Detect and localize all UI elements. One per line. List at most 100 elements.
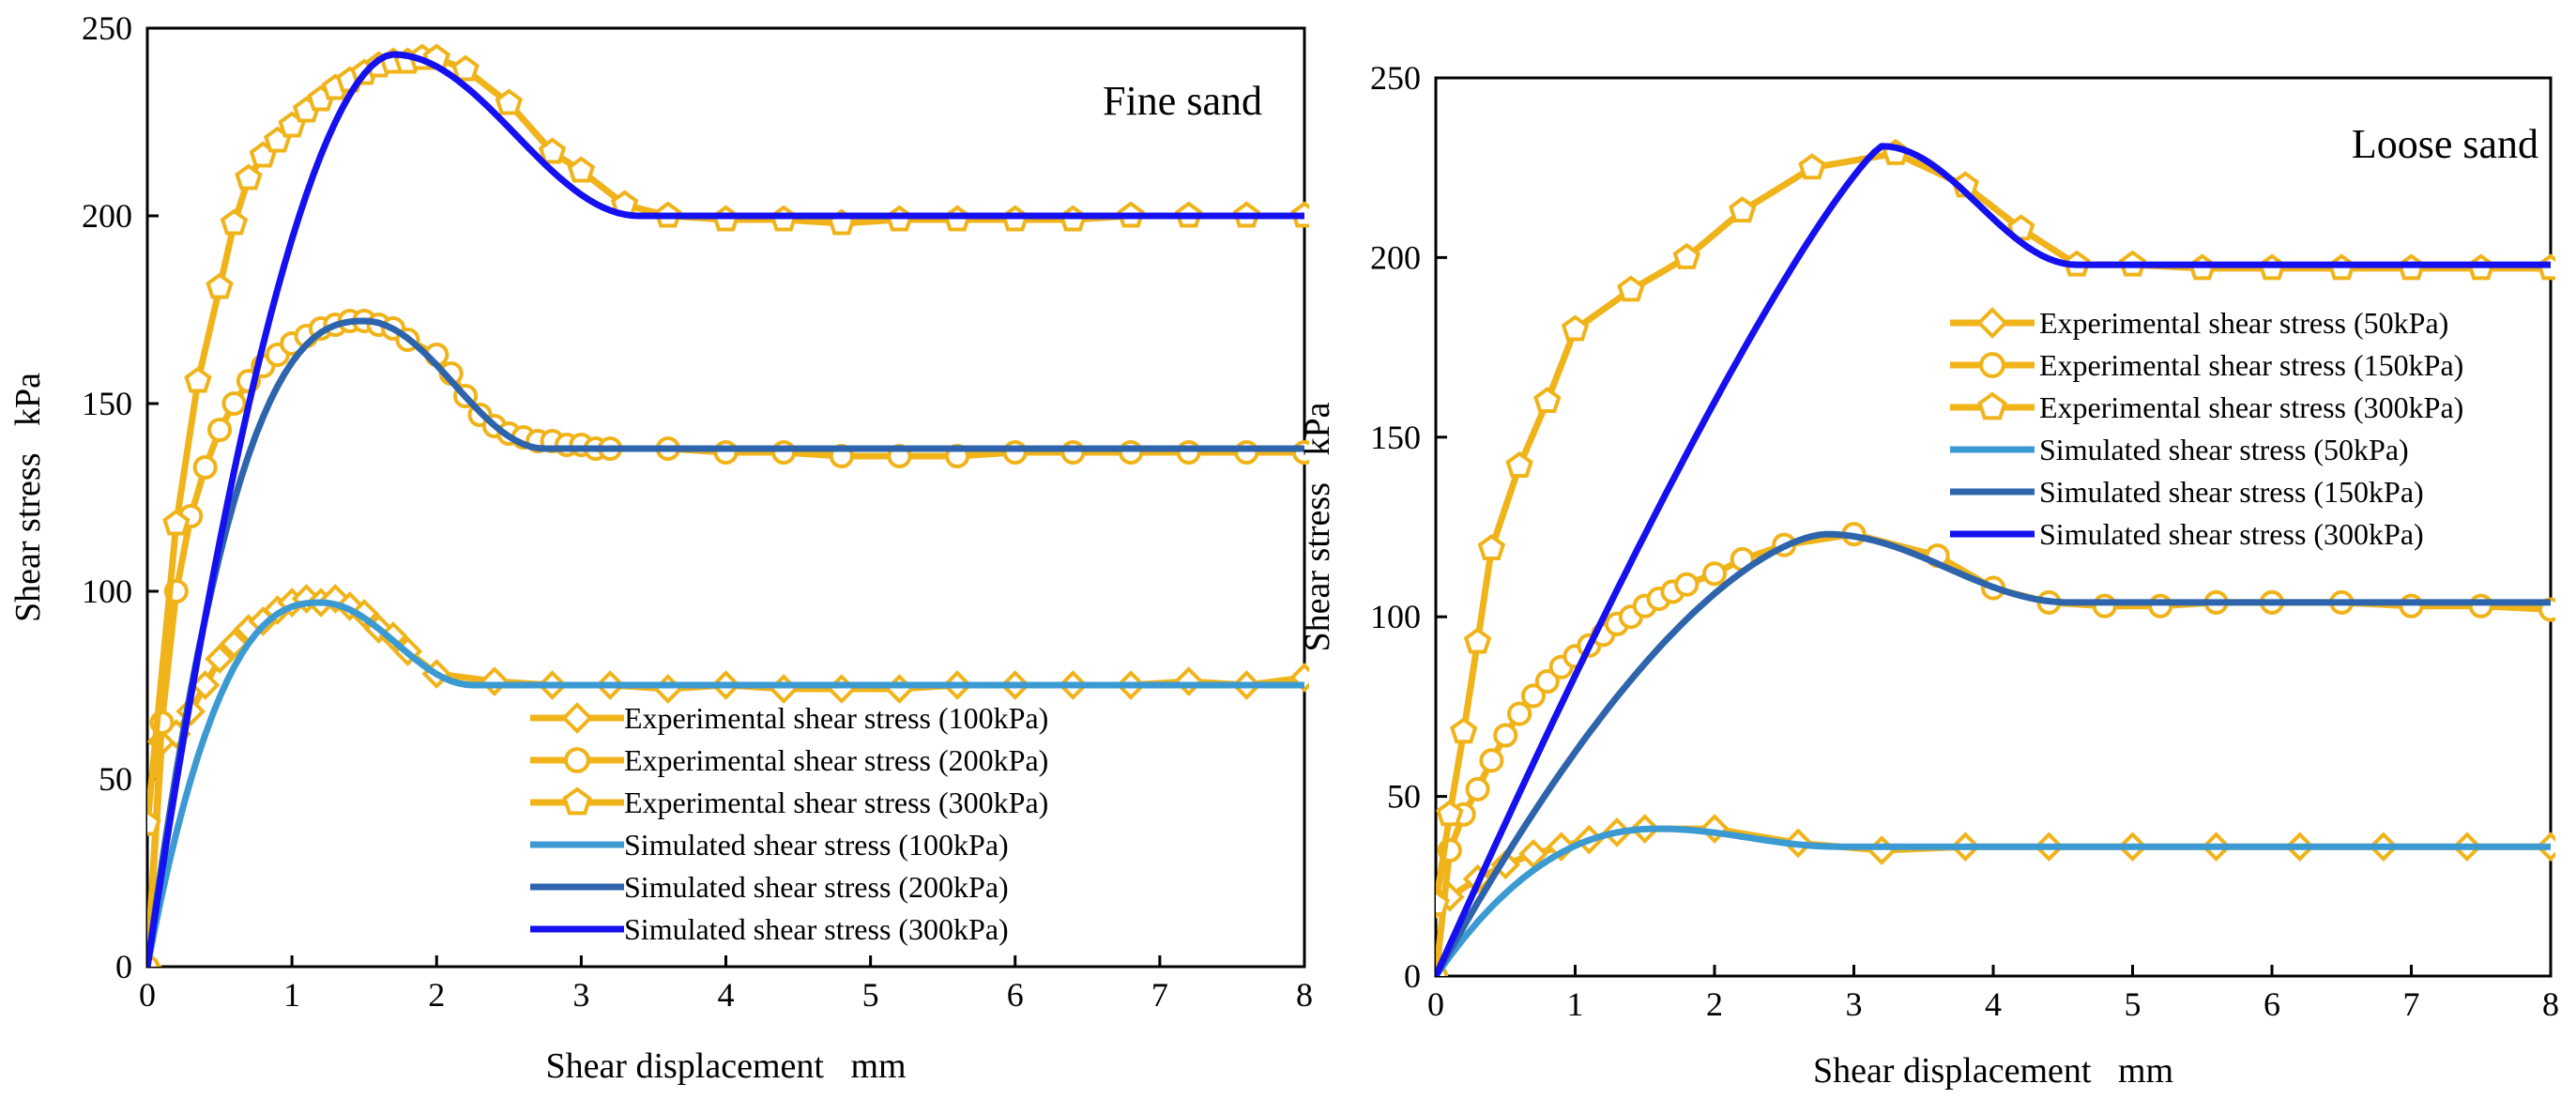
data-point-diamond (480, 666, 510, 696)
legend-item: Simulated shear stress (300kPa) (1950, 517, 2424, 551)
series-experimental-pentagon (1436, 138, 2555, 916)
data-point-diamond (190, 670, 221, 700)
legend-item: Experimental shear stress (200kPa) (530, 743, 1048, 777)
x-axis-label: Shear displacement mm (1813, 1051, 2173, 1091)
data-point-pentagon (184, 366, 212, 393)
data-point-pentagon (1477, 533, 1506, 560)
data-point-pentagon (538, 137, 567, 164)
chart-panel-fine-sand: 0 1 2 3 4 5 6 7 8 0 50 100 150 200 250 Shear displaceme… (8, 9, 1313, 1086)
data-point-circle (2399, 593, 2424, 618)
legend-marker-circle (1979, 352, 2005, 378)
plot-area (147, 43, 1309, 967)
x-axis-label: Shear displacement mm (545, 1046, 906, 1086)
data-point-pentagon (206, 272, 234, 299)
simulated-line-simulated-mid (1436, 530, 2551, 976)
legend-label: Simulated shear stress (300kPa) (2039, 517, 2424, 551)
y-tick-label: 200 (82, 197, 132, 235)
legend-item: Simulated shear stress (100kPa) (530, 828, 1009, 862)
legend-label: Simulated shear stress (100kPa) (624, 828, 1009, 862)
data-point-circle (713, 439, 739, 466)
y-tick-label: 250 (82, 9, 132, 47)
simulated-line-simulated-mid (147, 317, 1304, 967)
legend-item: Experimental shear stress (50kPa) (1950, 306, 2448, 340)
data-point-pentagon (1463, 627, 1492, 654)
data-point-circle (1701, 561, 1728, 587)
chart-title: Fine sand (1103, 78, 1262, 124)
x-tick-label: 2 (1706, 985, 1723, 1023)
legend-marker-diamond (1976, 307, 2008, 339)
x-tick-label: 0 (139, 976, 156, 1014)
legend-marker-pentagon (562, 786, 592, 816)
y-axis-label: Shear stress kPa (1298, 402, 1337, 651)
data-point-circle (1234, 439, 1259, 466)
legend-label: Experimental shear stress (100kPa) (624, 701, 1048, 735)
data-point-diamond (826, 674, 857, 704)
x-tick-label: 0 (1427, 985, 1444, 1023)
data-point-pentagon (1728, 196, 1757, 223)
legend-marker-pentagon (1977, 391, 2007, 420)
legend-label: Simulated shear stress (50kPa) (2039, 433, 2409, 466)
data-point-diamond (1289, 663, 1309, 693)
y-tick-label: 150 (82, 385, 132, 422)
data-point-circle (1479, 748, 1504, 773)
y-axis-label: Shear stress kPa (8, 373, 48, 622)
simulated-line-simulated-low (147, 599, 1304, 967)
data-point-pentagon (1436, 889, 1450, 916)
data-point-circle (1176, 439, 1201, 466)
y-tick-label: 50 (1387, 778, 1421, 816)
series-experimental-circle (1436, 522, 2555, 976)
legend-label: Simulated shear stress (150kPa) (2039, 475, 2424, 509)
series-experimental-diamond (1436, 814, 2555, 920)
legend-item: Experimental shear stress (300kPa) (530, 786, 1048, 819)
data-point-pentagon (162, 509, 191, 536)
legend-marker-circle (564, 747, 590, 773)
data-point-circle (2468, 593, 2493, 618)
plot-area (1436, 138, 2555, 976)
data-point-circle (1119, 439, 1144, 466)
x-tick-label: 5 (2125, 985, 2142, 1023)
legend-item: Simulated shear stress (50kPa) (1950, 433, 2409, 466)
data-point-diamond (1867, 835, 1898, 865)
x-tick-label: 7 (1151, 976, 1168, 1014)
data-point-circle (771, 439, 797, 466)
legend-marker-diamond (561, 702, 593, 734)
data-point-circle (1520, 683, 1546, 709)
data-point-pentagon (147, 809, 161, 836)
data-point-circle (1507, 701, 1532, 726)
data-point-circle (1465, 776, 1490, 801)
data-point-circle (1060, 439, 1086, 466)
data-point-circle (1534, 669, 1560, 695)
x-tick-label: 1 (283, 976, 300, 1014)
data-point-diamond (653, 674, 683, 704)
data-point-pentagon (1561, 314, 1590, 342)
x-tick-label: 3 (1846, 985, 1863, 1023)
x-tick-label: 4 (718, 976, 735, 1014)
data-point-diamond (1173, 666, 1204, 696)
y-tick-label: 50 (99, 760, 132, 798)
data-point-circle (1493, 723, 1518, 748)
simulated-line-simulated-high (1436, 143, 2551, 976)
x-tick-label: 6 (2264, 985, 2280, 1023)
legend: Experimental shear stress (50kPa) Experim… (1950, 306, 2463, 551)
data-point-circle (1674, 572, 1700, 597)
data-point-pentagon (1533, 387, 1562, 414)
legend: Experimental shear stress (100kPa) Experi… (530, 701, 1048, 946)
x-tick-label: 5 (862, 976, 879, 1014)
y-tick-label: 200 (1370, 238, 1421, 276)
legend-item: Experimental shear stress (150kPa) (1950, 348, 2463, 382)
legend-item: Simulated shear stress (300kPa) (530, 912, 1009, 946)
data-point-pentagon (451, 54, 480, 82)
legend-label: Simulated shear stress (200kPa) (624, 870, 1009, 904)
x-tick-label: 6 (1007, 976, 1024, 1014)
data-point-diamond (205, 644, 235, 674)
legend-item: Experimental shear stress (100kPa) (530, 701, 1048, 735)
data-point-circle (207, 417, 233, 443)
legend-label: Experimental shear stress (200kPa) (624, 743, 1048, 777)
legend-label: Experimental shear stress (150kPa) (2039, 348, 2463, 382)
data-point-diamond (219, 629, 250, 659)
simulated-line-simulated-high (147, 51, 1304, 967)
data-point-diamond (1518, 839, 1548, 869)
data-point-circle (2092, 593, 2117, 618)
data-point-pentagon (220, 208, 249, 236)
